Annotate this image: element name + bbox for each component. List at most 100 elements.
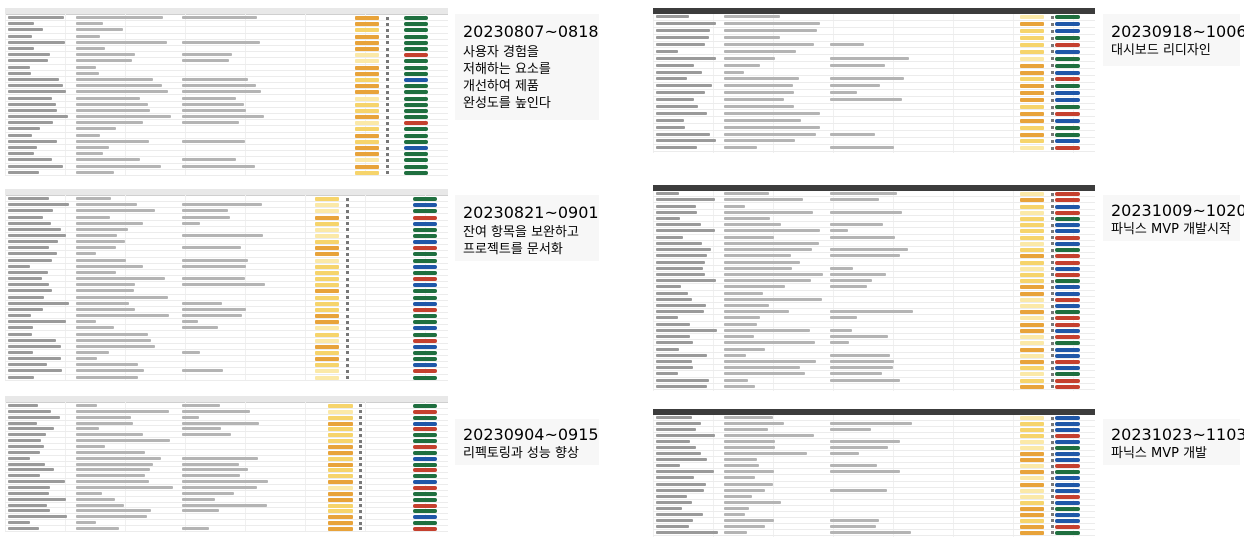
status-badge[interactable]	[412, 485, 437, 490]
status-badge[interactable]	[1055, 272, 1080, 277]
status-badge[interactable]	[403, 102, 429, 107]
status-badge[interactable]	[1055, 223, 1080, 228]
status-badge[interactable]	[412, 234, 437, 239]
status-badge[interactable]	[412, 421, 437, 426]
status-badge[interactable]	[412, 415, 437, 420]
status-badge[interactable]	[1055, 98, 1080, 103]
status-badge[interactable]	[1055, 43, 1080, 47]
status-badge[interactable]	[1055, 297, 1080, 302]
status-badge[interactable]	[1055, 422, 1080, 427]
status-badge[interactable]	[1055, 452, 1080, 457]
status-badge[interactable]	[412, 427, 437, 432]
status-badge[interactable]	[1055, 506, 1080, 511]
status-badge[interactable]	[1055, 488, 1080, 493]
status-badge[interactable]	[1055, 118, 1080, 123]
status-badge[interactable]	[412, 480, 437, 485]
status-badge[interactable]	[1055, 15, 1080, 20]
status-badge[interactable]	[412, 521, 437, 526]
status-badge[interactable]	[403, 133, 429, 138]
status-badge[interactable]	[1055, 105, 1080, 110]
status-badge[interactable]	[412, 462, 437, 467]
status-badge[interactable]	[1055, 494, 1080, 499]
status-badge[interactable]	[1055, 77, 1080, 82]
status-badge[interactable]	[1055, 111, 1080, 116]
status-badge[interactable]	[1055, 210, 1080, 215]
status-badge[interactable]	[1055, 22, 1080, 27]
status-badge[interactable]	[1055, 341, 1080, 346]
status-badge[interactable]	[403, 47, 429, 52]
status-badge[interactable]	[412, 277, 437, 282]
status-badge[interactable]	[412, 307, 437, 312]
status-badge[interactable]	[1055, 248, 1080, 253]
status-badge[interactable]	[1055, 416, 1080, 421]
status-badge[interactable]	[1055, 446, 1080, 451]
status-badge[interactable]	[412, 264, 437, 269]
status-badge[interactable]	[412, 403, 437, 408]
status-badge[interactable]	[403, 28, 429, 33]
status-badge[interactable]	[412, 509, 437, 514]
status-badge[interactable]	[1055, 198, 1080, 203]
status-badge[interactable]	[1055, 512, 1080, 517]
status-badge[interactable]	[1055, 476, 1080, 481]
status-badge[interactable]	[1055, 139, 1080, 144]
status-badge[interactable]	[412, 409, 437, 414]
status-badge[interactable]	[412, 252, 437, 257]
status-badge[interactable]	[1055, 347, 1080, 352]
status-badge[interactable]	[412, 258, 437, 263]
status-badge[interactable]	[1055, 366, 1080, 371]
status-badge[interactable]	[1055, 518, 1080, 523]
status-badge[interactable]	[1055, 304, 1080, 309]
status-badge[interactable]	[1055, 279, 1080, 284]
status-badge[interactable]	[412, 369, 437, 374]
status-badge[interactable]	[412, 215, 437, 220]
status-badge[interactable]	[403, 84, 429, 89]
status-badge[interactable]	[403, 16, 429, 21]
status-badge[interactable]	[403, 59, 429, 64]
status-badge[interactable]	[403, 170, 429, 175]
status-badge[interactable]	[412, 227, 437, 232]
status-badge[interactable]	[412, 456, 437, 461]
status-badge[interactable]	[1055, 434, 1080, 439]
status-badge[interactable]	[412, 439, 437, 444]
status-badge[interactable]	[403, 40, 429, 45]
status-badge[interactable]	[412, 474, 437, 479]
status-badge[interactable]	[1055, 322, 1080, 327]
status-badge[interactable]	[412, 332, 437, 337]
status-badge[interactable]	[403, 146, 429, 151]
status-badge[interactable]	[1055, 440, 1080, 445]
status-badge[interactable]	[1055, 378, 1080, 383]
status-badge[interactable]	[1055, 260, 1080, 265]
status-badge[interactable]	[403, 71, 429, 76]
status-badge[interactable]	[1055, 360, 1080, 365]
status-badge[interactable]	[403, 77, 429, 82]
status-badge[interactable]	[1055, 266, 1080, 271]
status-badge[interactable]	[403, 164, 429, 169]
status-badge[interactable]	[412, 197, 437, 202]
status-badge[interactable]	[1055, 384, 1080, 389]
status-badge[interactable]	[412, 240, 437, 245]
status-badge[interactable]	[1055, 84, 1080, 89]
status-badge[interactable]	[412, 497, 437, 502]
status-badge[interactable]	[412, 338, 437, 343]
status-badge[interactable]	[403, 53, 429, 58]
status-badge[interactable]	[412, 444, 437, 449]
status-badge[interactable]	[1055, 482, 1080, 487]
status-badge[interactable]	[412, 515, 437, 520]
status-badge[interactable]	[412, 526, 437, 531]
status-badge[interactable]	[412, 314, 437, 319]
status-badge[interactable]	[1055, 464, 1080, 469]
status-badge[interactable]	[412, 363, 437, 368]
status-badge[interactable]	[403, 139, 429, 144]
status-badge[interactable]	[1055, 36, 1080, 41]
status-badge[interactable]	[412, 203, 437, 208]
status-badge[interactable]	[1055, 70, 1080, 75]
status-badge[interactable]	[403, 158, 429, 163]
status-badge[interactable]	[1055, 524, 1080, 529]
status-badge[interactable]	[403, 127, 429, 132]
status-badge[interactable]	[403, 22, 429, 27]
status-badge[interactable]	[1055, 125, 1080, 130]
status-badge[interactable]	[412, 283, 437, 288]
status-badge[interactable]	[412, 375, 437, 380]
status-badge[interactable]	[1055, 229, 1080, 234]
status-badge[interactable]	[1055, 235, 1080, 240]
